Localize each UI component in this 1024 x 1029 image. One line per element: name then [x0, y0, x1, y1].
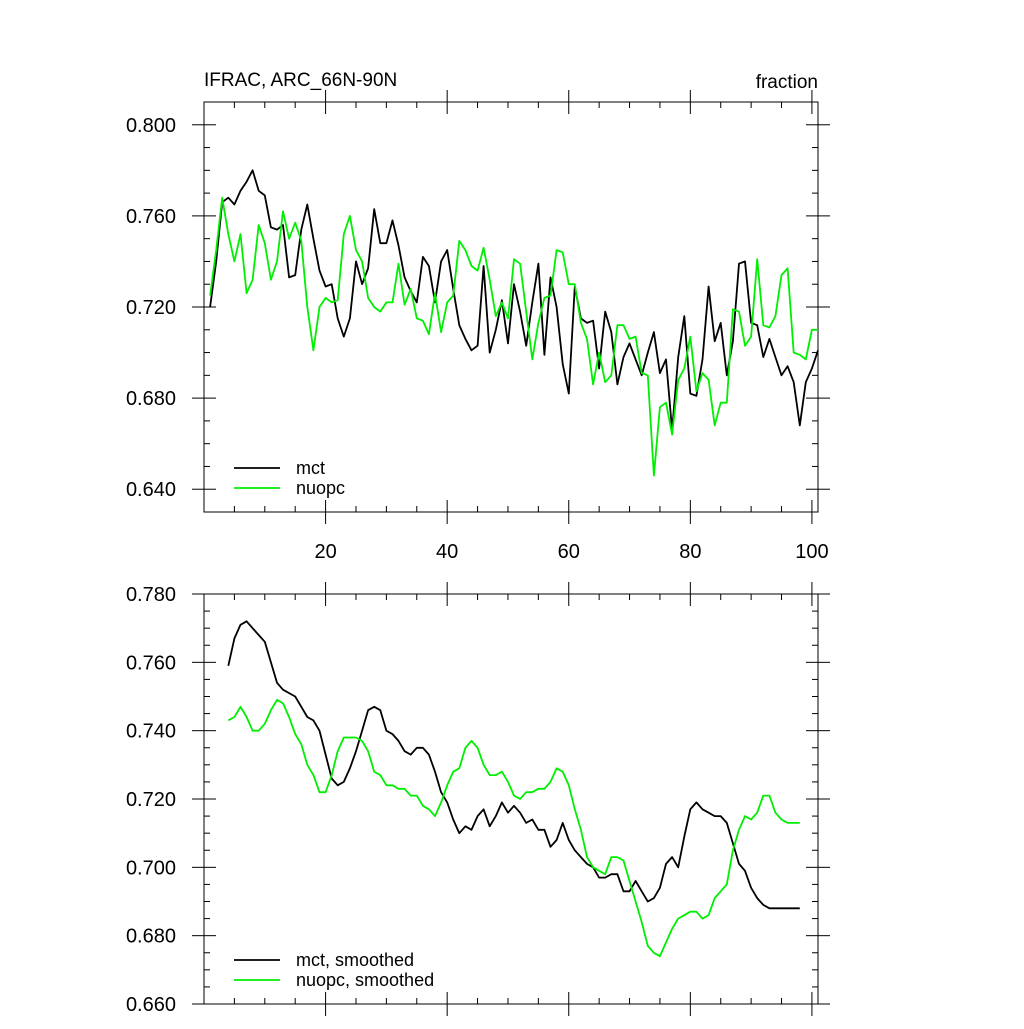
plot-frame: [203, 593, 819, 1005]
x-tick-label: 100: [795, 541, 828, 563]
y-tick-label: 0.740: [126, 721, 176, 743]
x-tick-label: 60: [558, 541, 580, 563]
y-tick-label: 0.780: [126, 584, 176, 606]
y-tick-label: 0.660: [126, 994, 176, 1016]
y-tick-label: 0.800: [126, 115, 176, 137]
y-tick-label: 0.720: [126, 297, 176, 319]
chart-panel-2: 0.660 0.680 0.700 0.720 0.740 0.760 0.780 mct, …: [126, 582, 830, 1016]
y-tick-label: 0.760: [126, 206, 176, 228]
chart-units: fraction: [756, 72, 818, 93]
series-line-nuopc: [227, 699, 800, 958]
legend-label: nuopc, smoothed: [296, 970, 434, 990]
y-tick-label: 0.680: [126, 388, 176, 410]
series-line-mct: [227, 620, 800, 910]
legend-label: mct, smoothed: [296, 950, 414, 970]
y-tick-label: 0.720: [126, 789, 176, 811]
y-tick-label: 0.680: [126, 926, 176, 948]
legend-label: nuopc: [296, 478, 345, 498]
x-tick-label: 20: [314, 541, 336, 563]
x-tick-label: 80: [679, 541, 701, 563]
chart-title: IFRAC, ARC_66N-90N: [204, 70, 397, 91]
x-tick-label: 40: [436, 541, 458, 563]
y-tick-label: 0.640: [126, 479, 176, 501]
y-tick-label: 0.700: [126, 857, 176, 879]
chart-panel-1: 0.640 0.680 0.720 0.760 0.800 20 40 60 80 100 IFRA…: [126, 70, 830, 563]
series-line-nuopc: [209, 196, 818, 477]
y-tick-label: 0.760: [126, 652, 176, 674]
series-line-mct: [209, 169, 819, 431]
legend-label: mct: [296, 458, 325, 478]
